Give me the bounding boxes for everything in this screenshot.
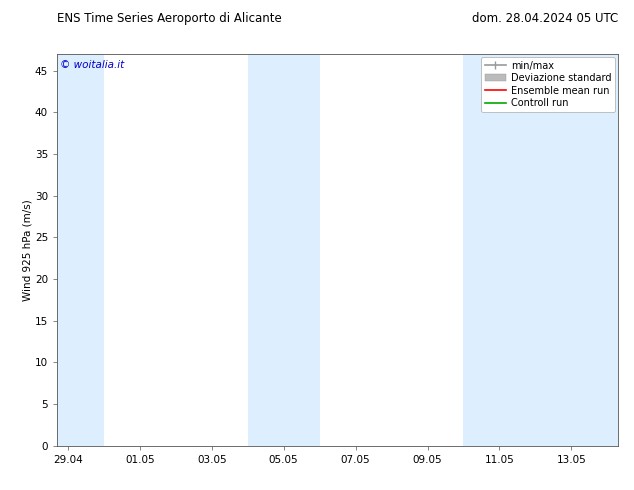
Legend: min/max, Deviazione standard, Ensemble mean run, Controll run: min/max, Deviazione standard, Ensemble m… (481, 57, 615, 112)
Y-axis label: Wind 925 hPa (m/s): Wind 925 hPa (m/s) (22, 199, 32, 301)
Bar (463, 54, 536, 446)
Text: © woitalia.it: © woitalia.it (60, 60, 124, 70)
Bar (536, 54, 618, 446)
Bar (248, 54, 320, 446)
Bar (57, 54, 104, 446)
Text: dom. 28.04.2024 05 UTC: dom. 28.04.2024 05 UTC (472, 12, 618, 25)
Text: ENS Time Series Aeroporto di Alicante: ENS Time Series Aeroporto di Alicante (57, 12, 281, 25)
